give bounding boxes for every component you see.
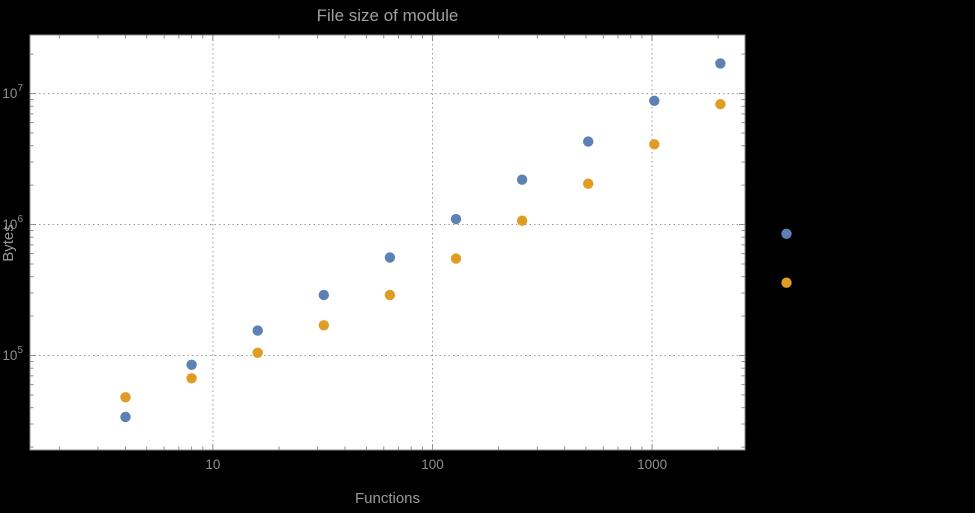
data-point-orange	[384, 289, 396, 301]
data-point-blue	[516, 174, 528, 185]
x-axis-label: Functions	[354, 490, 421, 507]
x-tick-label: 10	[205, 457, 220, 472]
data-point-blue	[781, 228, 792, 239]
data-point-blue	[583, 136, 594, 147]
data-point-orange	[318, 320, 329, 331]
data-point-orange	[781, 277, 792, 288]
x-tick-label: 100	[421, 457, 444, 472]
y-tick-label: 105	[2, 345, 23, 363]
data-point-blue	[649, 95, 660, 107]
plot-background	[30, 35, 745, 450]
data-point-orange	[252, 347, 263, 358]
data-point-blue	[318, 289, 329, 301]
y-axis-label: Bytes	[0, 224, 17, 262]
chart-title: File size of module	[316, 6, 459, 25]
data-point-blue	[450, 213, 462, 225]
data-point-blue	[715, 58, 726, 69]
data-point-blue	[186, 359, 197, 370]
data-point-orange	[120, 392, 131, 403]
data-point-orange	[649, 139, 660, 150]
data-point-blue	[252, 325, 263, 336]
x-tick-label: 1000	[637, 457, 667, 472]
plot-frame	[29, 34, 746, 451]
data-point-orange	[715, 99, 726, 110]
data-point-blue	[384, 252, 396, 263]
data-point-orange	[450, 253, 462, 264]
y-tick-label: 107	[2, 83, 23, 101]
data-point-blue	[120, 411, 131, 423]
data-point-orange	[186, 373, 197, 384]
data-point-orange	[516, 215, 528, 226]
data-point-orange	[583, 178, 594, 189]
